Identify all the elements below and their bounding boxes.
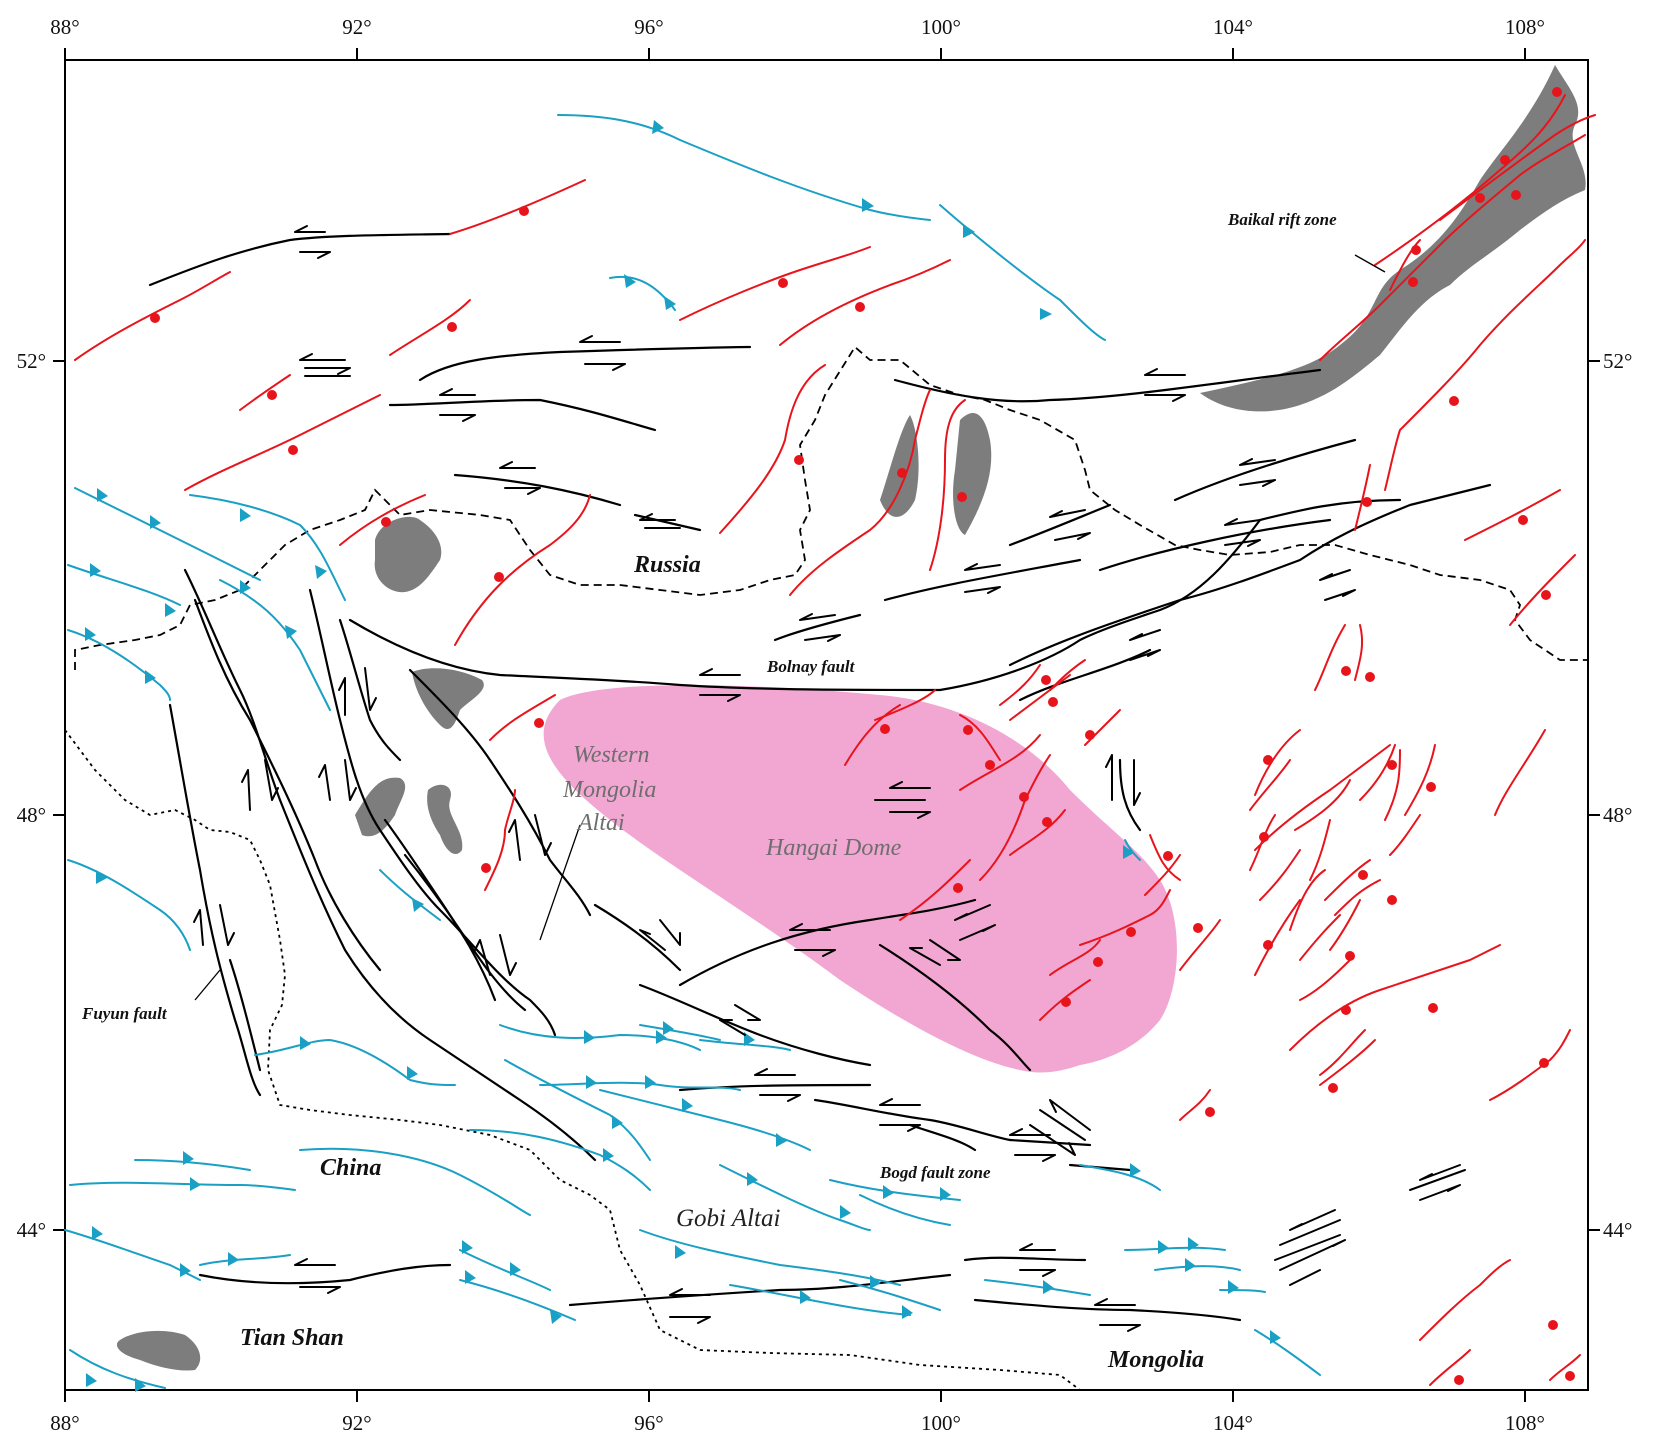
russia-mongolia-border bbox=[74, 345, 1588, 670]
top-tick-label: 100° bbox=[921, 15, 961, 39]
fuyun-leader bbox=[194, 969, 221, 1001]
bottom-tick-label: 88° bbox=[50, 1411, 79, 1435]
gobi-altai-label: Gobi Altai bbox=[676, 1205, 780, 1232]
thrust-teeth bbox=[85, 120, 1281, 1392]
frame-ticks bbox=[53, 48, 1600, 1402]
strike-slip-faults bbox=[148, 232, 1492, 1322]
bottom-tick-label: 108° bbox=[1505, 1411, 1545, 1435]
left-tick-label: 48° bbox=[17, 803, 46, 827]
western-altai-label-2: Mongolia bbox=[562, 777, 656, 803]
baikal-leader bbox=[1354, 254, 1386, 273]
left-tick-label: 44° bbox=[17, 1218, 46, 1242]
right-tick-label: 44° bbox=[1603, 1218, 1632, 1242]
right-tick-label: 52° bbox=[1603, 349, 1632, 373]
top-tick-label: 104° bbox=[1213, 15, 1253, 39]
normal-fault-ticks bbox=[150, 87, 1575, 1385]
strike-slip-arrows bbox=[193, 225, 1466, 1332]
western-altai-label-1: Western bbox=[573, 742, 649, 768]
altai-leader bbox=[539, 824, 581, 941]
bottom-tick-label: 100° bbox=[921, 1411, 961, 1435]
russia-label: Russia bbox=[633, 552, 701, 578]
bottom-tick-label: 96° bbox=[634, 1411, 663, 1435]
right-tick-label: 48° bbox=[1603, 803, 1632, 827]
left-tick-label: 52° bbox=[17, 349, 46, 373]
map-frame bbox=[64, 59, 1589, 1391]
hangai-dome-label: Hangai Dome bbox=[765, 835, 902, 861]
top-tick-label: 88° bbox=[50, 15, 79, 39]
china-mongolia-border bbox=[64, 729, 1081, 1391]
basins bbox=[116, 65, 1586, 1371]
bottom-tick-label: 92° bbox=[342, 1411, 371, 1435]
fuyun-fault-label: Fuyun fault bbox=[81, 1004, 168, 1023]
hangai-dome bbox=[543, 685, 1177, 1073]
china-label: China bbox=[320, 1155, 381, 1181]
mongolia-label: Mongolia bbox=[1107, 1347, 1204, 1373]
bottom-tick-label: 104° bbox=[1213, 1411, 1253, 1435]
baikal-rift-label: Baikal rift zone bbox=[1227, 210, 1337, 229]
bolnay-fault-label: Bolnay fault bbox=[766, 657, 856, 676]
top-tick-label: 96° bbox=[634, 15, 663, 39]
bogd-fault-label: Bogd fault zone bbox=[879, 1163, 991, 1182]
western-altai-label-3: Altai bbox=[576, 810, 625, 836]
tian-shan-label: Tian Shan bbox=[240, 1325, 344, 1351]
top-tick-label: 108° bbox=[1505, 15, 1545, 39]
top-tick-label: 92° bbox=[342, 15, 371, 39]
